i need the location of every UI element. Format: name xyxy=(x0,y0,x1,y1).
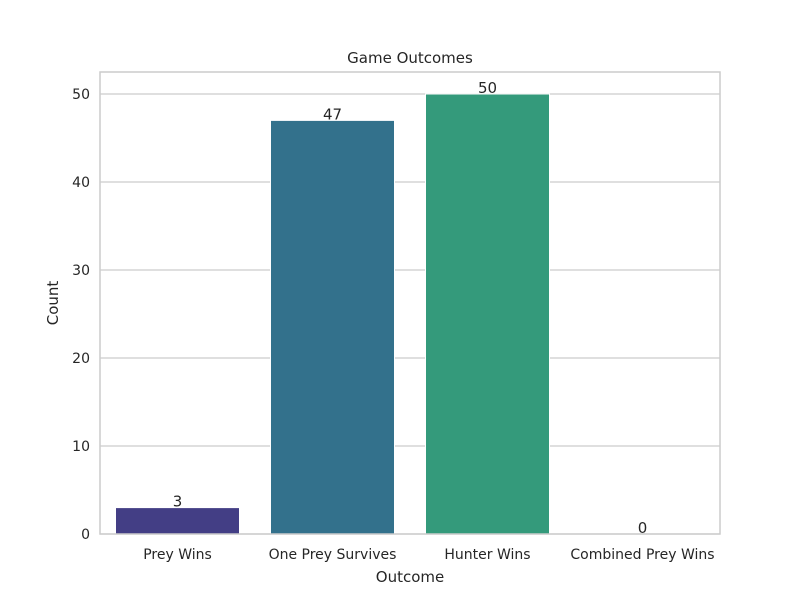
bar-value-label: 3 xyxy=(173,493,183,511)
gridlines xyxy=(100,93,720,535)
y-axis-label: Count xyxy=(44,281,62,326)
x-tick-labels: Prey Wins One Prey Survives Hunter Wins Com… xyxy=(143,547,714,563)
chart-title: Game Outcomes xyxy=(347,49,473,67)
x-axis-label: Outcome xyxy=(376,568,444,586)
bar-value-label: 47 xyxy=(323,105,342,123)
bar xyxy=(425,93,550,535)
x-tick-label: Prey Wins xyxy=(143,547,212,563)
y-tick-label: 20 xyxy=(72,351,90,367)
y-tick-label: 10 xyxy=(72,439,90,455)
y-tick-label: 50 xyxy=(72,87,90,103)
x-tick-label: Hunter Wins xyxy=(444,547,530,563)
bars xyxy=(115,93,550,535)
x-tick-label: Combined Prey Wins xyxy=(570,547,714,563)
y-tick-label: 0 xyxy=(81,527,90,543)
bar-value-label: 0 xyxy=(638,519,648,537)
bar xyxy=(115,507,240,535)
data-labels: 3 47 50 0 xyxy=(173,79,648,537)
plot-frame xyxy=(99,71,721,535)
bar xyxy=(270,119,395,535)
y-tick-label: 40 xyxy=(72,175,90,191)
y-tick-label: 30 xyxy=(72,263,90,279)
x-tick-label: One Prey Survives xyxy=(269,547,397,563)
y-tick-labels: 0 10 20 30 40 50 xyxy=(72,87,90,543)
bar-value-label: 50 xyxy=(478,79,497,97)
